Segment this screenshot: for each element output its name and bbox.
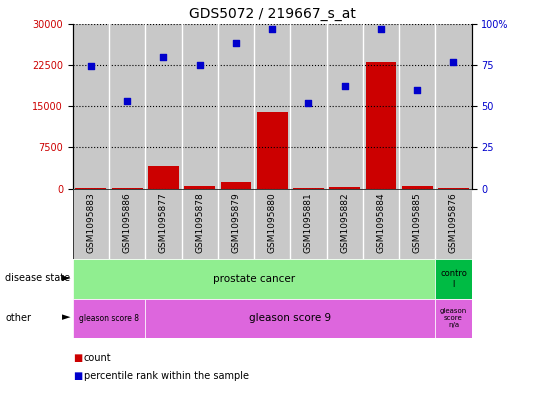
Bar (436, 299, 472, 338)
Bar (218, 24, 254, 189)
Text: prostate cancer: prostate cancer (213, 274, 295, 284)
Bar (399, 24, 436, 189)
Point (304, 100, 313, 106)
Bar (291, 189, 327, 259)
Text: GSM1095879: GSM1095879 (231, 192, 240, 253)
Bar (182, 24, 218, 189)
Text: ■: ■ (73, 353, 82, 364)
Bar (148, 165, 179, 189)
Title: GDS5072 / 219667_s_at: GDS5072 / 219667_s_at (189, 7, 356, 21)
Bar (182, 189, 218, 259)
Bar (399, 189, 436, 259)
Text: gleason
score
n/a: gleason score n/a (440, 309, 467, 328)
Point (232, 40, 240, 46)
Text: count: count (84, 353, 111, 364)
Bar (363, 189, 399, 259)
Point (341, 83, 349, 90)
Bar (436, 189, 472, 259)
Point (87, 63, 95, 70)
Text: GSM1095886: GSM1095886 (123, 192, 132, 253)
Text: ►: ► (61, 273, 70, 283)
Text: GSM1095882: GSM1095882 (340, 192, 349, 253)
Text: other: other (5, 312, 31, 323)
Bar (436, 259, 472, 299)
Bar (293, 187, 324, 189)
Point (413, 86, 421, 93)
Bar (73, 299, 146, 338)
Bar (327, 189, 363, 259)
Text: GSM1095878: GSM1095878 (195, 192, 204, 253)
Point (123, 98, 132, 104)
Text: ►: ► (61, 312, 70, 323)
Bar (218, 189, 254, 259)
Text: contro
l: contro l (440, 269, 467, 289)
Point (377, 26, 385, 32)
Bar (402, 186, 433, 189)
Bar (112, 188, 142, 189)
Bar (109, 24, 146, 189)
Bar (291, 24, 327, 189)
Bar (327, 24, 363, 189)
Text: disease state: disease state (5, 273, 71, 283)
Text: ■: ■ (73, 371, 82, 382)
Bar (363, 24, 399, 189)
Bar (73, 189, 109, 259)
Bar (146, 24, 182, 189)
Text: GSM1095877: GSM1095877 (159, 192, 168, 253)
Text: GSM1095880: GSM1095880 (268, 192, 277, 253)
Point (449, 59, 458, 65)
Text: percentile rank within the sample: percentile rank within the sample (84, 371, 248, 382)
Bar (73, 24, 109, 189)
Point (159, 53, 168, 60)
Bar (146, 189, 182, 259)
Text: GSM1095881: GSM1095881 (304, 192, 313, 253)
Bar (254, 24, 291, 189)
Bar (438, 188, 469, 189)
Text: GSM1095885: GSM1095885 (413, 192, 421, 253)
Text: gleason score 9: gleason score 9 (249, 313, 331, 323)
Text: GSM1095883: GSM1095883 (86, 192, 95, 253)
Bar (254, 189, 291, 259)
Bar (146, 299, 436, 338)
Bar (109, 189, 146, 259)
Bar (257, 112, 288, 189)
Point (268, 26, 277, 32)
Bar (329, 187, 360, 189)
Bar (220, 182, 251, 189)
Text: GSM1095884: GSM1095884 (376, 192, 385, 253)
Bar (365, 62, 396, 189)
Text: gleason score 8: gleason score 8 (79, 314, 139, 323)
Bar (436, 24, 472, 189)
Bar (184, 186, 215, 189)
Point (195, 62, 204, 68)
Text: GSM1095876: GSM1095876 (449, 192, 458, 253)
